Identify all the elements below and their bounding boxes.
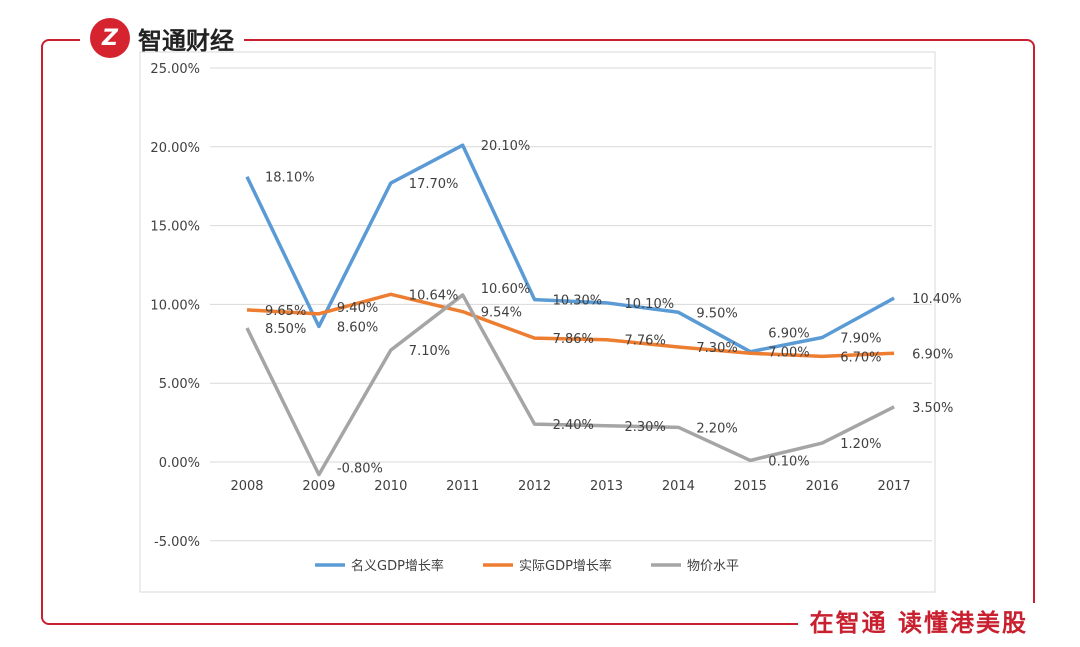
data-label: 9.40% bbox=[337, 301, 378, 316]
data-label: 6.90% bbox=[768, 326, 809, 341]
x-tick-label: 2015 bbox=[734, 479, 767, 494]
x-tick-label: 2012 bbox=[518, 479, 551, 494]
series-line-1 bbox=[246, 292, 895, 359]
data-label: 0.10% bbox=[768, 454, 809, 469]
data-label: 2.30% bbox=[625, 420, 666, 435]
x-tick-label: 2014 bbox=[662, 479, 695, 494]
data-label: 3.50% bbox=[912, 401, 953, 416]
data-label: 17.70% bbox=[409, 177, 459, 192]
data-label: 18.10% bbox=[265, 171, 315, 186]
data-label: 20.10% bbox=[481, 139, 531, 154]
frame-border bbox=[41, 39, 1035, 625]
x-tick-label: 2016 bbox=[806, 479, 839, 494]
data-label: 9.54% bbox=[481, 306, 522, 321]
data-label: 10.60% bbox=[481, 282, 531, 297]
data-label: -0.80% bbox=[337, 462, 383, 477]
data-label: 7.90% bbox=[840, 331, 881, 346]
y-tick-label: 20.00% bbox=[150, 141, 200, 156]
x-tick-label: 2008 bbox=[230, 479, 263, 494]
series-line-0 bbox=[245, 143, 895, 354]
x-tick-label: 2009 bbox=[302, 479, 335, 494]
data-label: 7.76% bbox=[625, 334, 666, 349]
legend-label: 物价水平 bbox=[687, 559, 739, 574]
data-label: 2.40% bbox=[553, 418, 594, 433]
data-label: 7.86% bbox=[553, 332, 594, 347]
data-label: 2.20% bbox=[696, 421, 737, 436]
x-tick-label: 2011 bbox=[446, 479, 479, 494]
logo: Z 智通财经 bbox=[80, 18, 244, 58]
data-label: 9.65% bbox=[265, 304, 306, 319]
data-label: 10.64% bbox=[409, 288, 459, 303]
data-label: 7.00% bbox=[768, 346, 809, 361]
data-label: 7.10% bbox=[409, 344, 450, 359]
data-label: 1.20% bbox=[840, 437, 881, 452]
legend-label: 实际GDP增长率 bbox=[519, 558, 612, 574]
data-label: 6.90% bbox=[912, 347, 953, 362]
y-tick-label: 0.00% bbox=[159, 456, 200, 471]
y-tick-label: 25.00% bbox=[150, 62, 200, 77]
x-tick-label: 2010 bbox=[374, 479, 407, 494]
data-label: 10.40% bbox=[912, 292, 962, 307]
chart-area bbox=[139, 51, 936, 593]
logo-text: 智通财经 bbox=[138, 26, 234, 55]
data-label: 8.60% bbox=[337, 320, 378, 335]
y-tick-label: 10.00% bbox=[150, 298, 200, 313]
y-tick-label: 15.00% bbox=[150, 220, 200, 235]
data-label: 8.50% bbox=[265, 322, 306, 337]
y-tick-label: 5.00% bbox=[159, 377, 200, 392]
logo-mark-icon: Z bbox=[90, 18, 130, 58]
legend-label: 名义GDP增长率 bbox=[351, 558, 444, 574]
data-label: 7.30% bbox=[696, 341, 737, 356]
x-tick-label: 2013 bbox=[590, 479, 623, 494]
series-line-2 bbox=[245, 293, 895, 477]
data-label: 10.10% bbox=[625, 297, 675, 312]
y-tick-label: -5.00% bbox=[154, 535, 200, 550]
slogan: 在智通 读懂港美股 bbox=[797, 603, 1040, 638]
data-label: 6.70% bbox=[840, 350, 881, 365]
data-label: 10.30% bbox=[553, 294, 603, 309]
data-label: 9.50% bbox=[696, 306, 737, 321]
x-tick-label: 2017 bbox=[878, 479, 911, 494]
